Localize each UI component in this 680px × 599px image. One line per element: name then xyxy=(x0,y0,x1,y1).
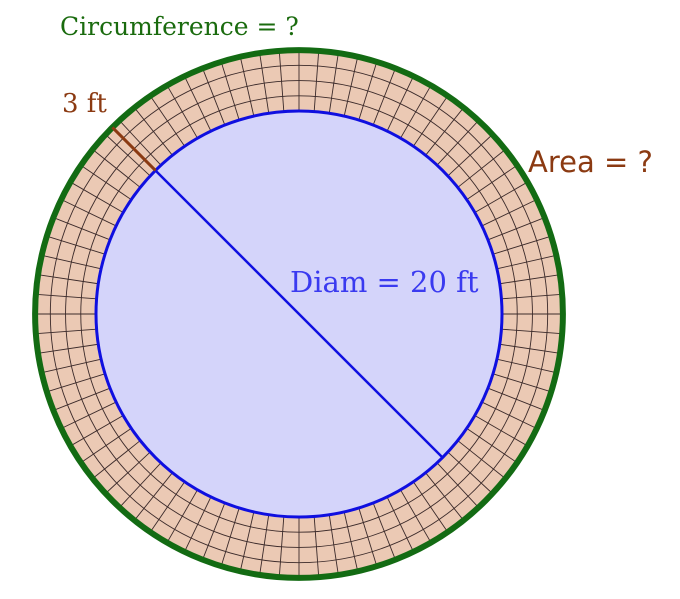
tile-spoke-line xyxy=(386,496,414,552)
tile-spoke-line xyxy=(259,52,270,114)
tile-spoke-line xyxy=(496,254,557,270)
path-width-label: 3 ft xyxy=(62,89,107,119)
tile-spoke-line xyxy=(184,496,212,552)
tile-spoke-line xyxy=(239,56,255,117)
tile-spoke-line xyxy=(412,95,449,147)
tile-spoke-line xyxy=(447,451,493,494)
path-width-line xyxy=(111,126,157,172)
tile-spoke-line xyxy=(35,293,97,300)
tile-spoke-line xyxy=(202,68,226,126)
tile-spoke-line xyxy=(92,440,141,479)
tile-spoke-line xyxy=(149,95,186,147)
tile-spoke-line xyxy=(466,427,518,464)
tile-spoke-line xyxy=(184,76,212,132)
tile-spoke-line xyxy=(70,415,124,447)
tile-spoke-line xyxy=(46,235,106,255)
tile-spoke-line xyxy=(313,516,320,578)
tile-spoke-line xyxy=(457,149,506,188)
tile-spoke-line xyxy=(149,481,186,533)
tile-spoke-line xyxy=(457,440,506,479)
tile-spoke-line xyxy=(70,181,124,213)
tile-spoke-line xyxy=(343,56,359,117)
tile-spoke-line xyxy=(61,199,117,227)
tile-spoke-line xyxy=(37,343,99,354)
tile-spoke-line xyxy=(41,254,102,270)
tile-spoke-line xyxy=(328,52,339,114)
tile-spoke-line xyxy=(105,451,151,494)
tile-spoke-line xyxy=(386,76,414,132)
tile-spoke-line xyxy=(37,274,99,285)
tile-spoke-line xyxy=(400,489,432,543)
tile-spoke-line xyxy=(496,358,557,374)
diameter-line xyxy=(154,169,444,459)
tile-spoke-line xyxy=(259,514,270,576)
tile-spoke-line xyxy=(92,149,141,188)
tile-spoke-line xyxy=(372,502,396,560)
tile-spoke-line xyxy=(358,507,378,567)
tile-spoke-line xyxy=(53,217,111,241)
tile-spoke-line xyxy=(278,50,285,112)
tile-spoke-line xyxy=(41,358,102,374)
tile-spoke-line xyxy=(61,401,117,429)
tile-spoke-line xyxy=(220,61,240,121)
tile-spoke-line xyxy=(501,293,563,300)
tile-spoke-line xyxy=(220,507,240,567)
tile-spoke-line xyxy=(487,387,545,411)
tile-spoke-line xyxy=(313,50,320,112)
tile-spoke-line xyxy=(343,511,359,572)
tile-spoke-line xyxy=(499,274,561,285)
tile-grid xyxy=(35,50,563,578)
tile-spoke-line xyxy=(492,235,552,255)
circumference-label: Circumference = ? xyxy=(60,12,299,41)
tile-spoke-line xyxy=(400,85,432,139)
tile-spoke-line xyxy=(202,502,226,560)
tile-spoke-line xyxy=(53,387,111,411)
tile-spoke-line xyxy=(425,472,464,521)
tile-spoke-line xyxy=(105,134,151,177)
tile-spoke-line xyxy=(119,120,162,166)
tile-spoke-line xyxy=(436,120,479,166)
tile-spoke-line xyxy=(328,514,339,576)
tile-spoke-line xyxy=(80,427,132,464)
tile-spoke-line xyxy=(492,373,552,393)
tile-spoke-line xyxy=(436,462,479,508)
tile-spoke-line xyxy=(134,472,173,521)
tile-spoke-line xyxy=(35,328,97,335)
tile-spoke-line xyxy=(278,516,285,578)
tile-spoke-line xyxy=(466,164,518,201)
tile-spoke-line xyxy=(487,217,545,241)
tile-spoke-line xyxy=(425,107,464,156)
tile-spoke-line xyxy=(46,373,106,393)
tile-spoke-line xyxy=(501,328,563,335)
tile-spoke-line xyxy=(481,199,537,227)
tile-spoke-line xyxy=(499,343,561,354)
tile-spoke-line xyxy=(481,401,537,429)
tile-spoke-line xyxy=(474,415,528,447)
tile-spoke-line xyxy=(119,462,162,508)
tile-spoke-line xyxy=(412,481,449,533)
tile-spoke-line xyxy=(358,61,378,121)
area-label: Area = ? xyxy=(528,145,653,179)
tile-spoke-line xyxy=(474,181,528,213)
tile-spoke-line xyxy=(447,134,493,177)
outer-circle xyxy=(32,47,566,581)
tile-spoke-line xyxy=(134,107,173,156)
tile-spoke-line xyxy=(166,489,198,543)
tile-spoke-line xyxy=(80,164,132,201)
diameter-label: Diam = 20 ft xyxy=(290,265,479,299)
tile-spoke-line xyxy=(239,511,255,572)
tile-spoke-line xyxy=(166,85,198,139)
tile-spoke-line xyxy=(372,68,396,126)
